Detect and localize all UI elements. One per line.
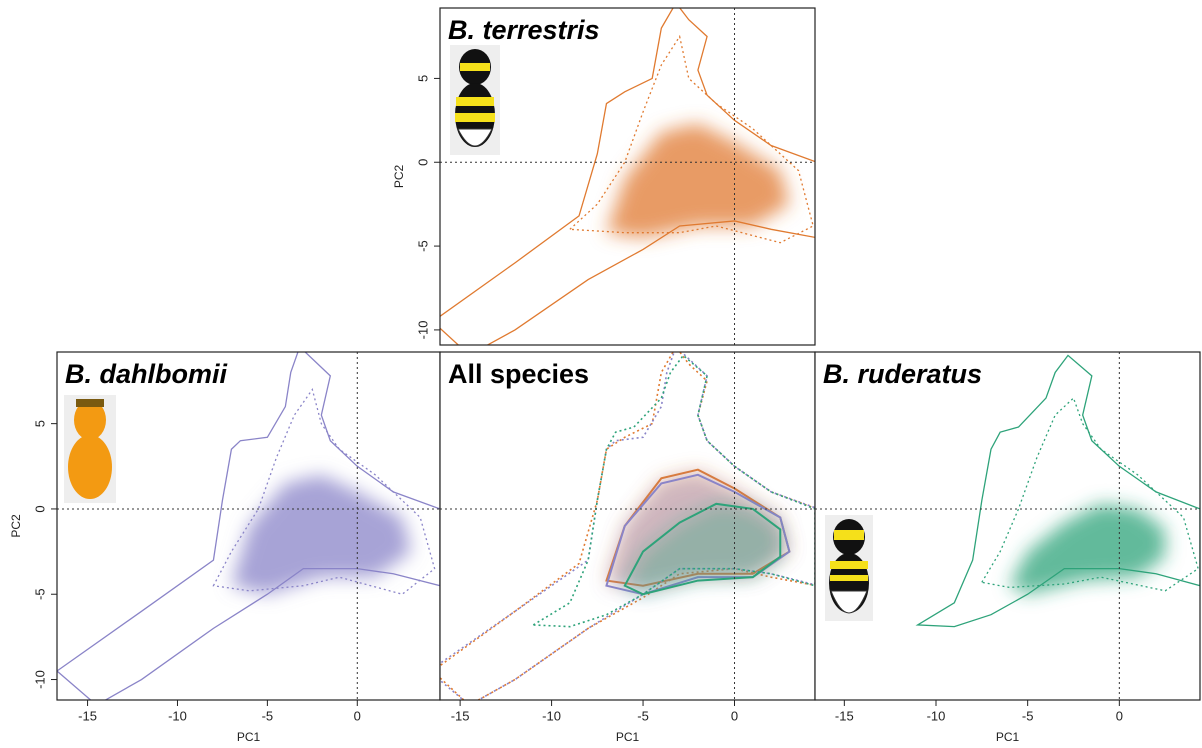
- x-tick-label: -10: [542, 708, 561, 723]
- x-tick-label: -10: [927, 708, 946, 723]
- x-tick-label: -15: [835, 708, 854, 723]
- page: {"chart_data": [ {"type": "density", "ti…: [0, 0, 1202, 748]
- bee-icon-dahlbomii: [64, 395, 116, 503]
- y-axis-label: PC2: [392, 165, 406, 189]
- figure: B. terrestris 5 0 -5 -10 PC2 B. dahlbomii -15 -1…: [0, 0, 1202, 748]
- y-tick-label: -5: [415, 240, 430, 252]
- x-axis-label: PC1: [237, 730, 261, 744]
- x-tick-label: 0: [354, 708, 361, 723]
- x-tick-label: -5: [262, 708, 274, 723]
- panels: B. terrestris 5 0 -5 -10 PC2 B. dahlbomii -15 -1…: [9, 3, 1200, 744]
- y-tick-label: -5: [32, 588, 47, 600]
- panel: All species -15 -10 -5 0 PC1: [429, 347, 819, 744]
- y-tick-label: 0: [32, 505, 47, 512]
- panel-title: B. dahlbomii: [65, 359, 227, 389]
- x-tick-label: -5: [1022, 708, 1034, 723]
- bee-icon-ruderatus: [825, 515, 873, 621]
- x-tick-label: -15: [451, 708, 470, 723]
- x-axis-label: PC1: [996, 730, 1020, 744]
- y-tick-label: 5: [415, 75, 430, 82]
- y-tick-label: -10: [415, 321, 430, 340]
- x-tick-label: 0: [1116, 708, 1123, 723]
- y-tick-label: -10: [32, 670, 47, 689]
- y-tick-label: 0: [415, 159, 430, 166]
- x-axis-label: PC1: [616, 730, 640, 744]
- x-tick-label: 0: [731, 708, 738, 723]
- y-axis-label: PC2: [9, 514, 23, 538]
- bee-icon-terrestris: [450, 45, 500, 155]
- y-tick-label: 5: [32, 420, 47, 427]
- panel-title: All species: [448, 359, 589, 389]
- x-tick-label: -10: [168, 708, 187, 723]
- x-tick-label: -5: [637, 708, 649, 723]
- panel-title: B. ruderatus: [823, 359, 982, 389]
- x-tick-label: -15: [78, 708, 97, 723]
- panel-title: B. terrestris: [448, 15, 600, 45]
